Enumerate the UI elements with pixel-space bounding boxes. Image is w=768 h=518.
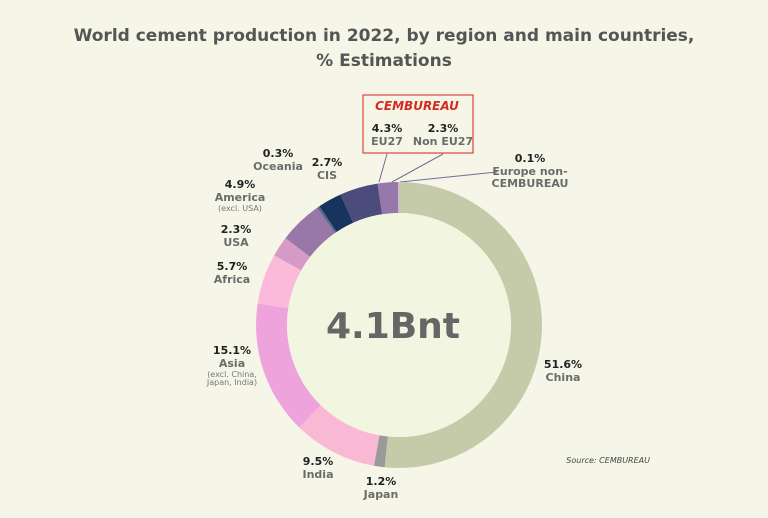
leader-line	[391, 153, 444, 183]
donut-segment	[398, 182, 399, 214]
category-label: Non EU27	[412, 135, 474, 148]
value-label: 15.1%	[212, 344, 252, 357]
value-label: 51.6%	[543, 358, 583, 371]
category-label: USA	[223, 236, 249, 249]
value-label: 9.5%	[302, 455, 334, 468]
leader-line	[399, 171, 498, 183]
category-label: China	[545, 371, 581, 384]
value-label: 0.3%	[262, 147, 294, 160]
value-label: 2.3%	[220, 223, 252, 236]
donut-segment	[299, 405, 380, 466]
category-note: (excl. USA)	[218, 204, 262, 213]
category-label: Africa	[213, 273, 251, 286]
donut-segment	[340, 183, 383, 223]
value-label: 0.1%	[514, 152, 546, 165]
category-note: (excl. China, Japan, India)	[206, 370, 258, 388]
chart-title: World cement production in 2022, by regi…	[73, 26, 695, 46]
donut-segment	[377, 182, 399, 215]
value-label: 2.7%	[311, 156, 343, 169]
category-label: India	[302, 468, 334, 481]
value-label: 4.3%	[371, 122, 403, 135]
donut-hole	[287, 213, 511, 437]
value-label: 1.2%	[365, 475, 397, 488]
value-label: 2.3%	[427, 122, 459, 135]
donut-segment	[319, 194, 354, 232]
category-label: Oceania	[253, 160, 303, 173]
center-label: 4.1Bnt	[326, 306, 460, 347]
donut-segment	[384, 182, 543, 468]
donut-segment	[256, 303, 321, 428]
category-label: Japan	[363, 488, 399, 501]
group-label: CEMBUREAU	[375, 99, 459, 113]
donut-segment	[274, 238, 311, 271]
donut-segment	[373, 435, 388, 468]
category-label: Europe non-CEMBUREAU	[491, 165, 569, 190]
chart-subtitle: % Estimations	[316, 51, 452, 71]
value-label: 5.7%	[216, 260, 248, 273]
source: Source: CEMBUREAU	[566, 456, 650, 465]
donut-segment	[317, 206, 337, 234]
category-label: Asia	[218, 357, 246, 370]
leader-line	[378, 153, 388, 183]
donut-segment	[285, 207, 335, 257]
category-label: CIS	[316, 169, 338, 182]
donut-segment	[257, 255, 302, 309]
group-box	[362, 94, 474, 154]
category-label: EU27	[371, 135, 403, 148]
category-label: America	[214, 191, 266, 204]
value-label: 4.9%	[224, 178, 256, 191]
